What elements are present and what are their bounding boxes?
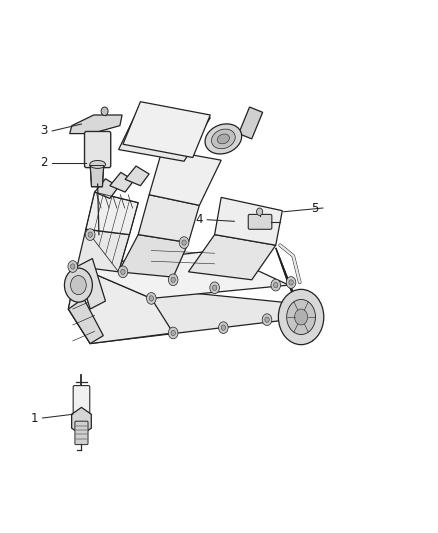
Polygon shape (68, 298, 103, 344)
Circle shape (71, 264, 75, 269)
Circle shape (289, 280, 293, 285)
Ellipse shape (205, 124, 242, 154)
Polygon shape (68, 266, 173, 344)
Circle shape (71, 276, 86, 295)
FancyBboxPatch shape (75, 421, 88, 445)
Ellipse shape (217, 134, 230, 144)
Polygon shape (77, 259, 106, 309)
Circle shape (271, 279, 281, 291)
Circle shape (262, 314, 272, 326)
Circle shape (121, 269, 125, 274)
Circle shape (168, 274, 178, 286)
FancyBboxPatch shape (85, 132, 111, 167)
Polygon shape (77, 251, 289, 298)
Circle shape (210, 282, 219, 294)
Polygon shape (138, 195, 199, 243)
Polygon shape (72, 407, 91, 435)
Circle shape (85, 229, 95, 240)
Polygon shape (276, 248, 313, 341)
Text: 5: 5 (311, 201, 319, 214)
Ellipse shape (212, 129, 235, 149)
Polygon shape (68, 266, 95, 312)
Circle shape (88, 232, 92, 237)
FancyBboxPatch shape (248, 214, 272, 229)
Polygon shape (188, 235, 276, 280)
FancyBboxPatch shape (73, 385, 90, 414)
Text: 3: 3 (41, 124, 48, 138)
Polygon shape (110, 172, 134, 192)
Circle shape (212, 285, 217, 290)
Circle shape (219, 322, 228, 334)
Circle shape (279, 289, 324, 345)
Circle shape (171, 330, 175, 336)
Circle shape (118, 266, 128, 278)
Circle shape (68, 261, 78, 272)
Ellipse shape (90, 160, 106, 168)
Circle shape (265, 317, 269, 322)
Polygon shape (77, 229, 130, 272)
Text: 2: 2 (41, 156, 48, 169)
Polygon shape (215, 197, 283, 245)
Polygon shape (276, 248, 313, 341)
Circle shape (182, 240, 186, 245)
Circle shape (149, 296, 153, 301)
Text: 4: 4 (196, 213, 203, 226)
Circle shape (171, 277, 175, 282)
Polygon shape (95, 179, 119, 198)
Circle shape (168, 327, 178, 339)
Circle shape (221, 325, 226, 330)
Polygon shape (90, 165, 104, 187)
Circle shape (179, 237, 189, 248)
Circle shape (287, 300, 315, 335)
Polygon shape (119, 104, 210, 161)
Polygon shape (119, 235, 188, 277)
Polygon shape (239, 107, 263, 139)
Polygon shape (68, 282, 313, 344)
Circle shape (64, 268, 92, 302)
Text: 1: 1 (31, 411, 39, 424)
Polygon shape (86, 134, 109, 165)
Polygon shape (123, 102, 210, 158)
Circle shape (101, 107, 108, 116)
Circle shape (286, 277, 296, 288)
Circle shape (274, 282, 278, 288)
Polygon shape (149, 150, 221, 205)
Circle shape (147, 293, 156, 304)
Circle shape (294, 309, 307, 325)
Polygon shape (70, 115, 122, 134)
Polygon shape (125, 166, 149, 185)
Circle shape (257, 208, 263, 215)
Polygon shape (86, 192, 138, 235)
